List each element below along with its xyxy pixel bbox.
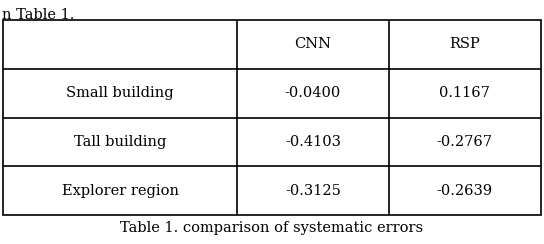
Text: -0.4103: -0.4103 xyxy=(285,135,341,149)
Text: -0.3125: -0.3125 xyxy=(285,184,341,198)
Text: -0.0400: -0.0400 xyxy=(285,86,341,100)
Text: RSP: RSP xyxy=(449,37,480,51)
Text: -0.2639: -0.2639 xyxy=(437,184,493,198)
Text: Tall building: Tall building xyxy=(74,135,166,149)
Text: Table 1. comparison of systematic errors: Table 1. comparison of systematic errors xyxy=(120,221,424,235)
Text: n Table 1.: n Table 1. xyxy=(2,8,75,22)
Text: -0.2767: -0.2767 xyxy=(437,135,493,149)
Text: Small building: Small building xyxy=(66,86,174,100)
Text: Explorer region: Explorer region xyxy=(61,184,178,198)
Text: CNN: CNN xyxy=(294,37,331,51)
Text: 0.1167: 0.1167 xyxy=(440,86,490,100)
